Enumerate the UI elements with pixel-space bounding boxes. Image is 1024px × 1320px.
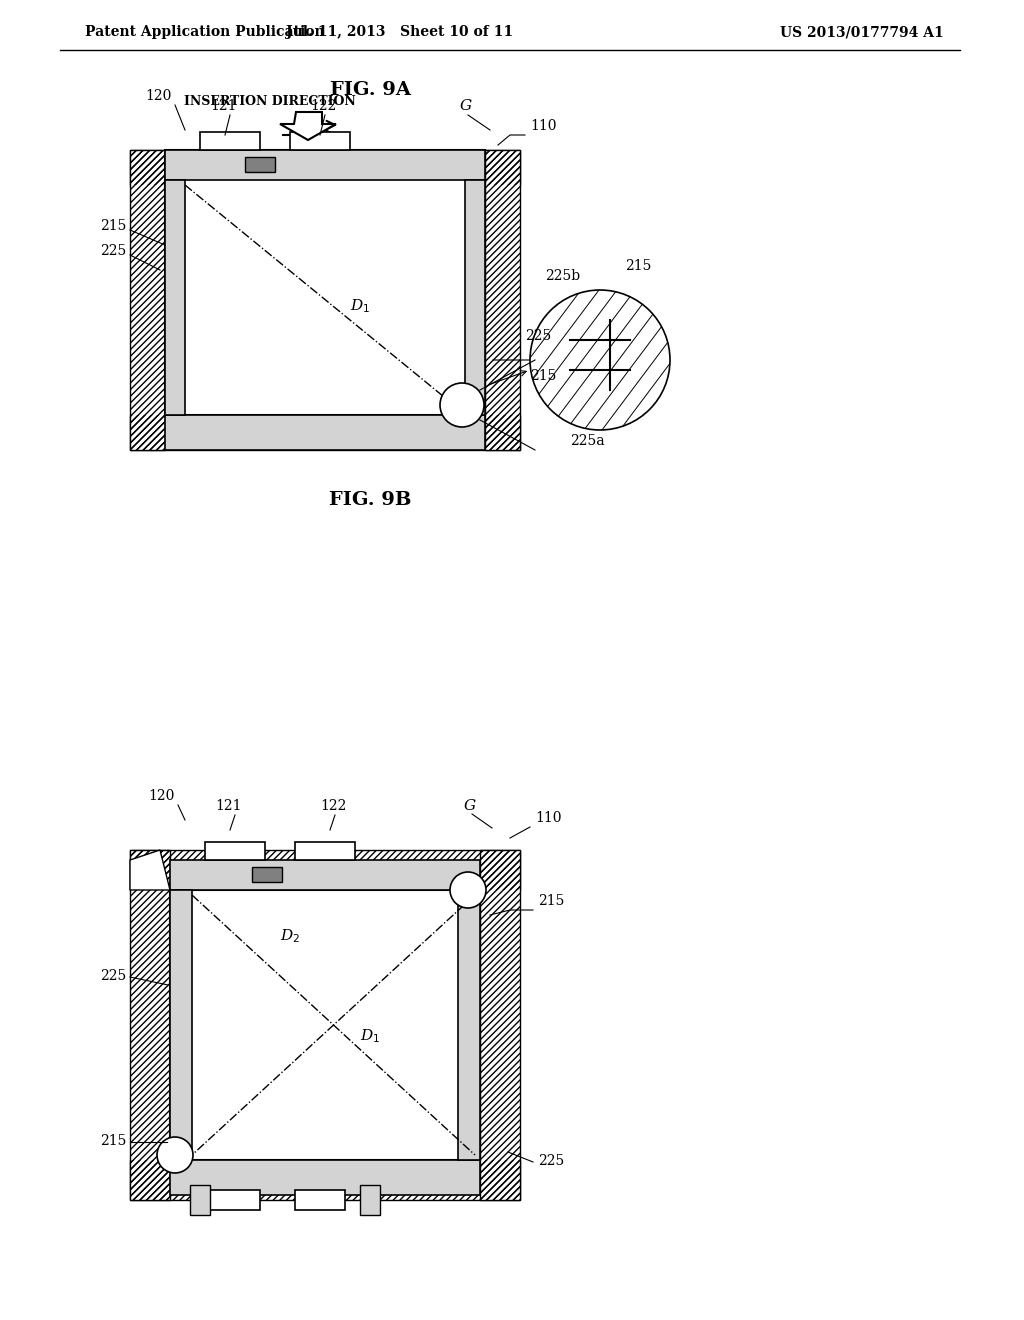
Bar bbox=[170, 861, 480, 890]
Bar bbox=[252, 867, 282, 882]
Text: 215: 215 bbox=[100, 1134, 126, 1148]
Text: 122: 122 bbox=[319, 799, 346, 813]
Text: 110: 110 bbox=[535, 810, 561, 825]
Text: 121: 121 bbox=[210, 99, 237, 114]
Text: 121: 121 bbox=[215, 799, 242, 813]
Bar bbox=[485, 150, 520, 450]
Polygon shape bbox=[130, 850, 170, 890]
Bar bbox=[130, 850, 170, 1200]
Text: D$_1$: D$_1$ bbox=[360, 1027, 380, 1044]
Text: Jul. 11, 2013   Sheet 10 of 11: Jul. 11, 2013 Sheet 10 of 11 bbox=[287, 25, 514, 40]
Text: 110: 110 bbox=[530, 119, 556, 133]
Bar bbox=[295, 1191, 345, 1210]
Bar bbox=[130, 414, 520, 450]
Bar bbox=[130, 414, 520, 450]
Bar bbox=[190, 1185, 210, 1214]
Text: 215: 215 bbox=[100, 219, 126, 234]
Text: US 2013/0177794 A1: US 2013/0177794 A1 bbox=[780, 25, 944, 40]
Text: FIG. 9B: FIG. 9B bbox=[329, 491, 412, 510]
Bar bbox=[165, 150, 485, 180]
Bar bbox=[170, 1160, 480, 1195]
Text: 215: 215 bbox=[538, 894, 564, 908]
Bar bbox=[170, 890, 193, 1160]
Bar bbox=[165, 150, 485, 414]
Text: G: G bbox=[464, 799, 476, 813]
Bar bbox=[130, 850, 520, 890]
Text: FIG. 9A: FIG. 9A bbox=[330, 81, 411, 99]
Bar bbox=[165, 180, 185, 414]
Text: 225a: 225a bbox=[570, 434, 604, 447]
Bar bbox=[165, 414, 485, 450]
Text: 120: 120 bbox=[148, 789, 174, 803]
Bar bbox=[295, 842, 355, 861]
Circle shape bbox=[450, 873, 486, 908]
Bar bbox=[205, 842, 265, 861]
Bar bbox=[465, 180, 485, 414]
Text: 225b: 225b bbox=[545, 269, 581, 282]
Bar bbox=[130, 150, 165, 450]
Circle shape bbox=[157, 1137, 193, 1173]
Bar bbox=[130, 850, 520, 890]
Polygon shape bbox=[280, 112, 336, 140]
Bar bbox=[210, 1191, 260, 1210]
Bar bbox=[360, 1185, 380, 1214]
Text: G: G bbox=[460, 99, 472, 114]
Text: 122: 122 bbox=[310, 99, 336, 114]
Bar bbox=[480, 850, 520, 1200]
Text: 225: 225 bbox=[525, 329, 551, 343]
Text: 225: 225 bbox=[100, 969, 126, 983]
Text: 120: 120 bbox=[145, 88, 171, 103]
Text: 225: 225 bbox=[100, 244, 126, 257]
Circle shape bbox=[530, 290, 670, 430]
Bar bbox=[200, 132, 260, 150]
Bar bbox=[130, 1160, 520, 1200]
Text: 215: 215 bbox=[625, 259, 651, 273]
Bar bbox=[130, 150, 165, 450]
Bar bbox=[130, 150, 520, 185]
Text: Patent Application Publication: Patent Application Publication bbox=[85, 25, 325, 40]
Bar bbox=[290, 132, 350, 150]
Bar bbox=[170, 890, 480, 1160]
Bar bbox=[130, 850, 170, 1200]
Text: D$_2$: D$_2$ bbox=[280, 927, 300, 945]
Bar bbox=[130, 1160, 520, 1200]
Text: INSERTION DIRECTION: INSERTION DIRECTION bbox=[184, 95, 356, 108]
Text: 215: 215 bbox=[530, 370, 556, 383]
Bar bbox=[130, 150, 520, 185]
Bar bbox=[480, 850, 520, 1200]
Bar bbox=[458, 890, 480, 1160]
Text: D$_1$: D$_1$ bbox=[350, 297, 371, 314]
Circle shape bbox=[440, 383, 484, 426]
Bar bbox=[245, 157, 275, 172]
Text: 225: 225 bbox=[538, 1154, 564, 1168]
Bar bbox=[485, 150, 520, 450]
